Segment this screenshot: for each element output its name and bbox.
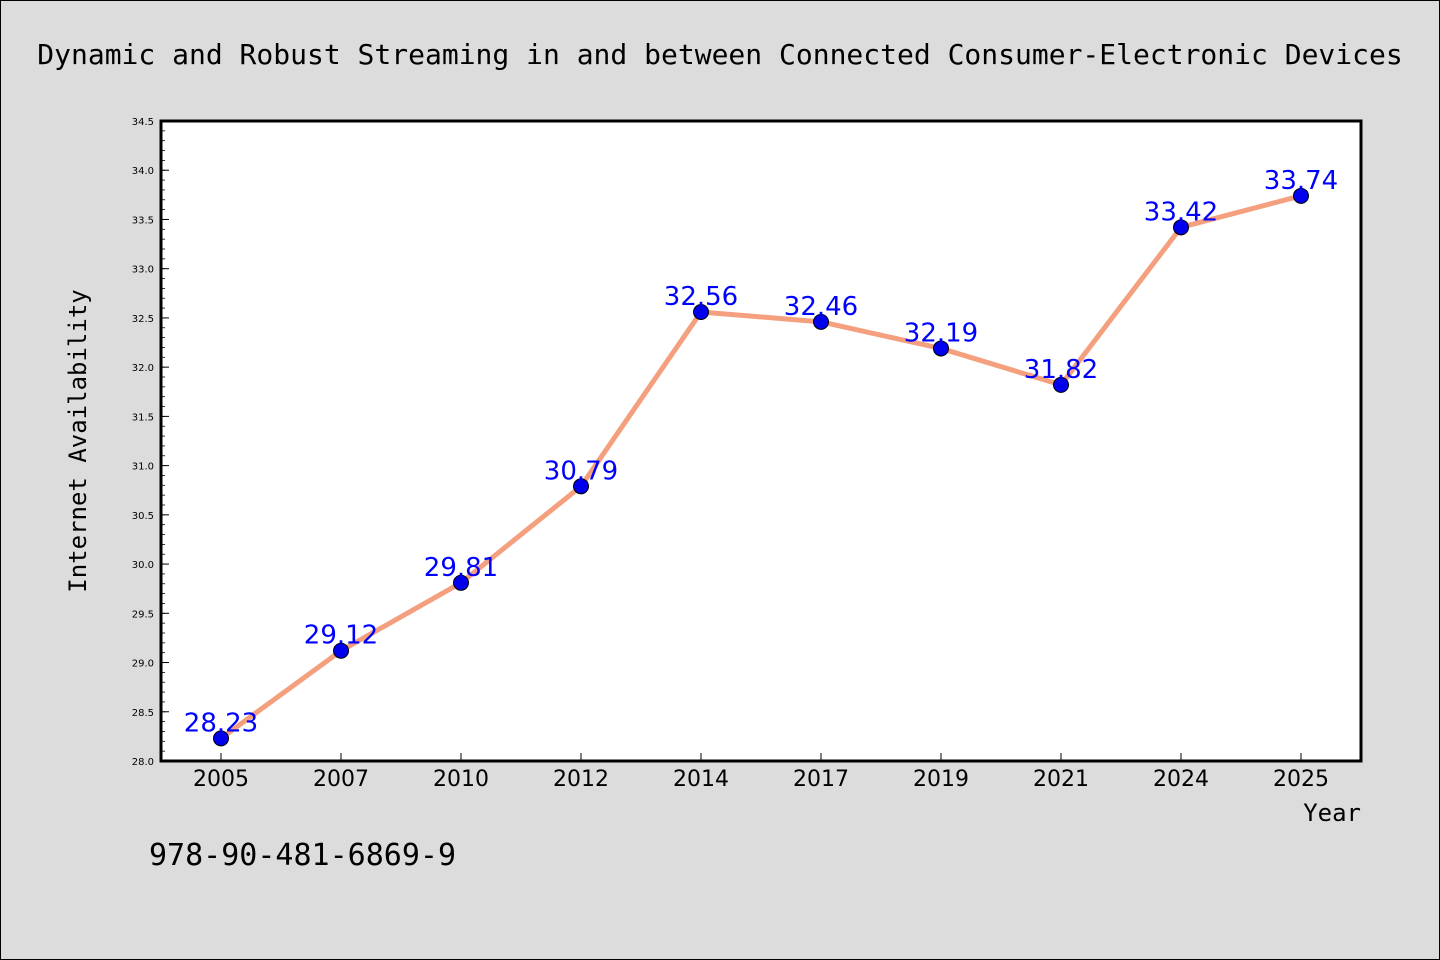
data-point	[693, 304, 709, 321]
series-layer	[213, 187, 1309, 747]
y-tick-label: 33.0	[132, 265, 154, 276]
data-label: 32.19	[904, 318, 978, 348]
x-tick-label: 2007	[313, 767, 369, 792]
y-tick-label: 28.5	[132, 708, 154, 719]
x-tick-label: 2012	[553, 767, 609, 792]
y-tick-label: 29.0	[132, 659, 154, 670]
y-tick-label: 29.5	[132, 609, 154, 620]
x-tick-label: 2010	[433, 767, 489, 792]
y-tick-label: 32.5	[132, 314, 154, 325]
x-tick-label: 2025	[1273, 767, 1329, 792]
data-label: 29.12	[304, 621, 378, 651]
data-label: 28.23	[184, 708, 258, 738]
y-tick-label: 30.5	[132, 511, 154, 522]
y-tick-label: 34.0	[132, 166, 154, 177]
data-label: 30.79	[544, 456, 618, 486]
x-axis-title: Year	[1303, 799, 1361, 827]
data-point	[813, 313, 829, 330]
y-tick-label: 28.0	[132, 757, 154, 768]
y-tick-label: 30.0	[132, 560, 154, 571]
data-label: 29.81	[424, 553, 498, 583]
y-axis: 28.0 28.5 29.0 29.5 30.0 30.5 31.0 31.5 32.0 32.5…	[132, 117, 169, 768]
data-point	[333, 642, 349, 659]
isbn-annotation: 978-90-481-6869-9	[149, 838, 456, 873]
data-label: 31.82	[1024, 355, 1098, 385]
data-point	[1293, 187, 1309, 204]
data-point	[213, 730, 229, 747]
series-line	[218, 193, 1304, 741]
data-label: 33.42	[1144, 197, 1218, 227]
x-tick-label: 2017	[793, 767, 849, 792]
chart-title: Dynamic and Robust Streaming in and betw…	[37, 38, 1402, 71]
plot-area	[159, 119, 1363, 763]
x-axis: 2005 2007 2010 2012 2014 2017 2019 2021 2024 2025	[193, 753, 1329, 792]
y-tick-label: 32.0	[132, 363, 154, 374]
x-tick-label: 2019	[913, 767, 969, 792]
x-tick-label: 2014	[673, 767, 729, 792]
data-point	[933, 340, 949, 357]
y-tick-label: 33.5	[132, 215, 154, 226]
data-label: 32.46	[784, 292, 858, 322]
data-point	[1053, 376, 1069, 393]
data-labels: 28.23 29.12 29.81 30.79 32.56 32.46 32.19 31.82…	[184, 166, 1338, 739]
data-point	[1173, 219, 1189, 236]
y-tick-label: 34.5	[132, 117, 154, 128]
x-tick-label: 2024	[1153, 767, 1209, 792]
data-point	[573, 478, 589, 495]
data-point	[453, 574, 469, 591]
y-tick-label: 31.5	[132, 412, 154, 423]
data-label: 32.56	[664, 282, 738, 312]
data-label: 33.74	[1264, 166, 1338, 196]
y-axis-title: Internet Availability	[64, 289, 92, 592]
y-tick-label: 31.0	[132, 462, 154, 473]
x-tick-label: 2005	[193, 767, 249, 792]
x-tick-label: 2021	[1033, 767, 1089, 792]
